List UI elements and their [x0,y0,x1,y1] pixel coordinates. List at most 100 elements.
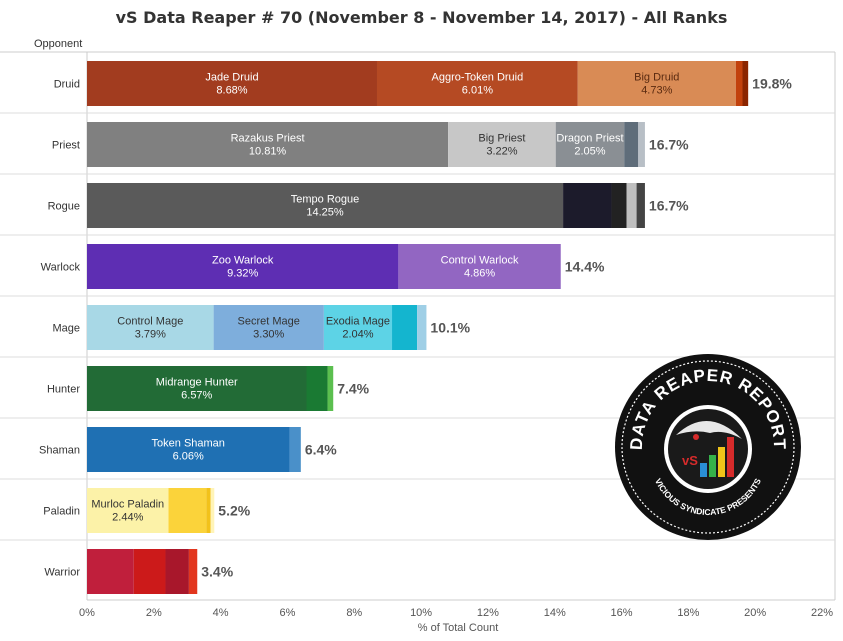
x-tick-label: 8% [346,607,362,619]
bar-segment[interactable] [555,122,625,167]
segment-name-label: Big Priest [478,133,525,145]
row-total-label: 7.4% [337,381,369,397]
bar-segment[interactable] [417,305,427,350]
bar-segment[interactable] [624,122,639,167]
segment-name-label: Aggro-Token Druid [432,72,524,84]
bar-segment[interactable] [133,549,166,594]
bar-segment[interactable] [289,427,301,472]
bar-segment[interactable] [87,122,449,167]
bar-segment[interactable] [165,549,189,594]
segment-value-label: 8.68% [216,85,247,97]
row-total-label: 19.8% [752,76,792,92]
segment-value-label: 6.01% [462,85,493,97]
bar-segment[interactable] [87,183,564,228]
bar-segment[interactable] [206,488,211,533]
bar-segment[interactable] [742,61,749,106]
bar-segment[interactable] [376,61,578,106]
bar-segment[interactable] [327,366,334,411]
bar-segment[interactable] [168,488,207,533]
bar-segment[interactable] [87,549,134,594]
segment-value-label: 6.06% [173,451,204,463]
row-total-label: 5.2% [218,503,250,519]
reaper-hood-icon [676,420,742,439]
logo-vs-text: vS [682,453,698,468]
segment-value-label: 2.44% [112,512,143,524]
bar-segment[interactable] [448,122,556,167]
segment-name-label: Razakus Priest [231,133,305,145]
x-tick-label: 4% [213,607,229,619]
row-total-label: 3.4% [201,564,233,580]
bar-segment[interactable] [87,244,399,289]
segment-value-label: 2.04% [342,329,373,341]
x-tick-label: 10% [410,607,432,619]
bar-segment[interactable] [87,427,290,472]
opponent-label: Warrior [44,567,80,579]
row-total-label: 10.1% [430,320,470,336]
bar-segment[interactable] [306,366,328,411]
bar-segment[interactable] [636,183,645,228]
logo-bar [718,447,725,477]
segment-value-label: 3.79% [135,329,166,341]
bar-segment[interactable] [626,183,637,228]
x-tick-label: 2% [146,607,162,619]
x-tick-label: 14% [544,607,566,619]
segment-value-label: 3.22% [486,146,517,158]
bar-segment[interactable] [638,122,645,167]
bar-segment[interactable] [611,183,627,228]
segment-name-label: Murloc Paladin [91,499,164,511]
x-tick-label: 18% [677,607,699,619]
row-total-label: 16.7% [649,198,689,214]
bar-segment[interactable] [87,61,377,106]
segment-value-label: 4.86% [464,268,495,280]
bar-segment[interactable] [213,305,324,350]
opponent-label: Warlock [41,262,81,274]
bar-segment[interactable] [87,305,214,350]
segment-name-label: Control Mage [117,316,183,328]
logo-bar [727,437,734,477]
bar-segment[interactable] [188,549,198,594]
x-tick-label: 20% [744,607,766,619]
row-total-label: 14.4% [565,259,605,275]
segment-name-label: Zoo Warlock [212,255,274,267]
opponent-label: Paladin [43,506,80,518]
row-total-label: 6.4% [305,442,337,458]
x-tick-label: 22% [811,607,833,619]
bar-segment[interactable] [398,244,561,289]
x-axis-title: % of Total Count [418,622,499,634]
bar-segment[interactable] [577,61,736,106]
bar-row-warrior: Warrior 3.4% [0,539,835,594]
x-tick-label: 0% [79,607,95,619]
opponent-label: Priest [52,140,80,152]
segment-name-label: Exodia Mage [326,316,390,328]
bar-segment[interactable] [563,183,612,228]
segment-name-label: Big Druid [634,72,679,84]
bar-segment[interactable] [87,488,169,533]
x-tick-label: 12% [477,607,499,619]
bar-segment[interactable] [735,61,743,106]
opponent-label: Rogue [48,201,80,213]
opponent-label: Shaman [39,445,80,457]
opponent-label: Mage [52,323,80,335]
chart-title: vS Data Reaper # 70 (November 8 - Novemb… [115,8,728,27]
bar-segment[interactable] [87,366,307,411]
segment-value-label: 6.57% [181,390,212,402]
segment-value-label: 2.05% [574,146,605,158]
segment-name-label: Token Shaman [152,438,225,450]
segment-value-label: 10.81% [249,146,287,158]
bar-segment[interactable] [323,305,393,350]
bar-segment[interactable] [210,488,215,533]
segment-value-label: 3.30% [253,329,284,341]
bar-segment[interactable] [392,305,418,350]
bar-chart-icon [700,437,734,477]
segment-name-label: Midrange Hunter [156,377,238,389]
segment-value-label: 14.25% [306,207,344,219]
logo-bar [709,455,716,477]
